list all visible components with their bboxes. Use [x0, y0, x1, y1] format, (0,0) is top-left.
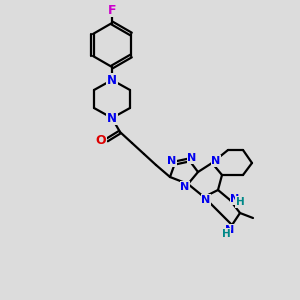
Text: H: H — [222, 229, 230, 239]
Text: N: N — [107, 74, 117, 86]
Text: N: N — [180, 182, 190, 192]
Text: O: O — [96, 134, 106, 148]
Text: N: N — [188, 153, 196, 163]
Text: N: N — [167, 156, 177, 166]
Text: N: N — [230, 194, 240, 204]
Text: N: N — [107, 112, 117, 124]
Text: N: N — [225, 225, 235, 235]
Text: H: H — [236, 197, 244, 207]
Text: F: F — [108, 4, 116, 16]
Text: N: N — [201, 195, 211, 205]
Text: N: N — [212, 156, 220, 166]
